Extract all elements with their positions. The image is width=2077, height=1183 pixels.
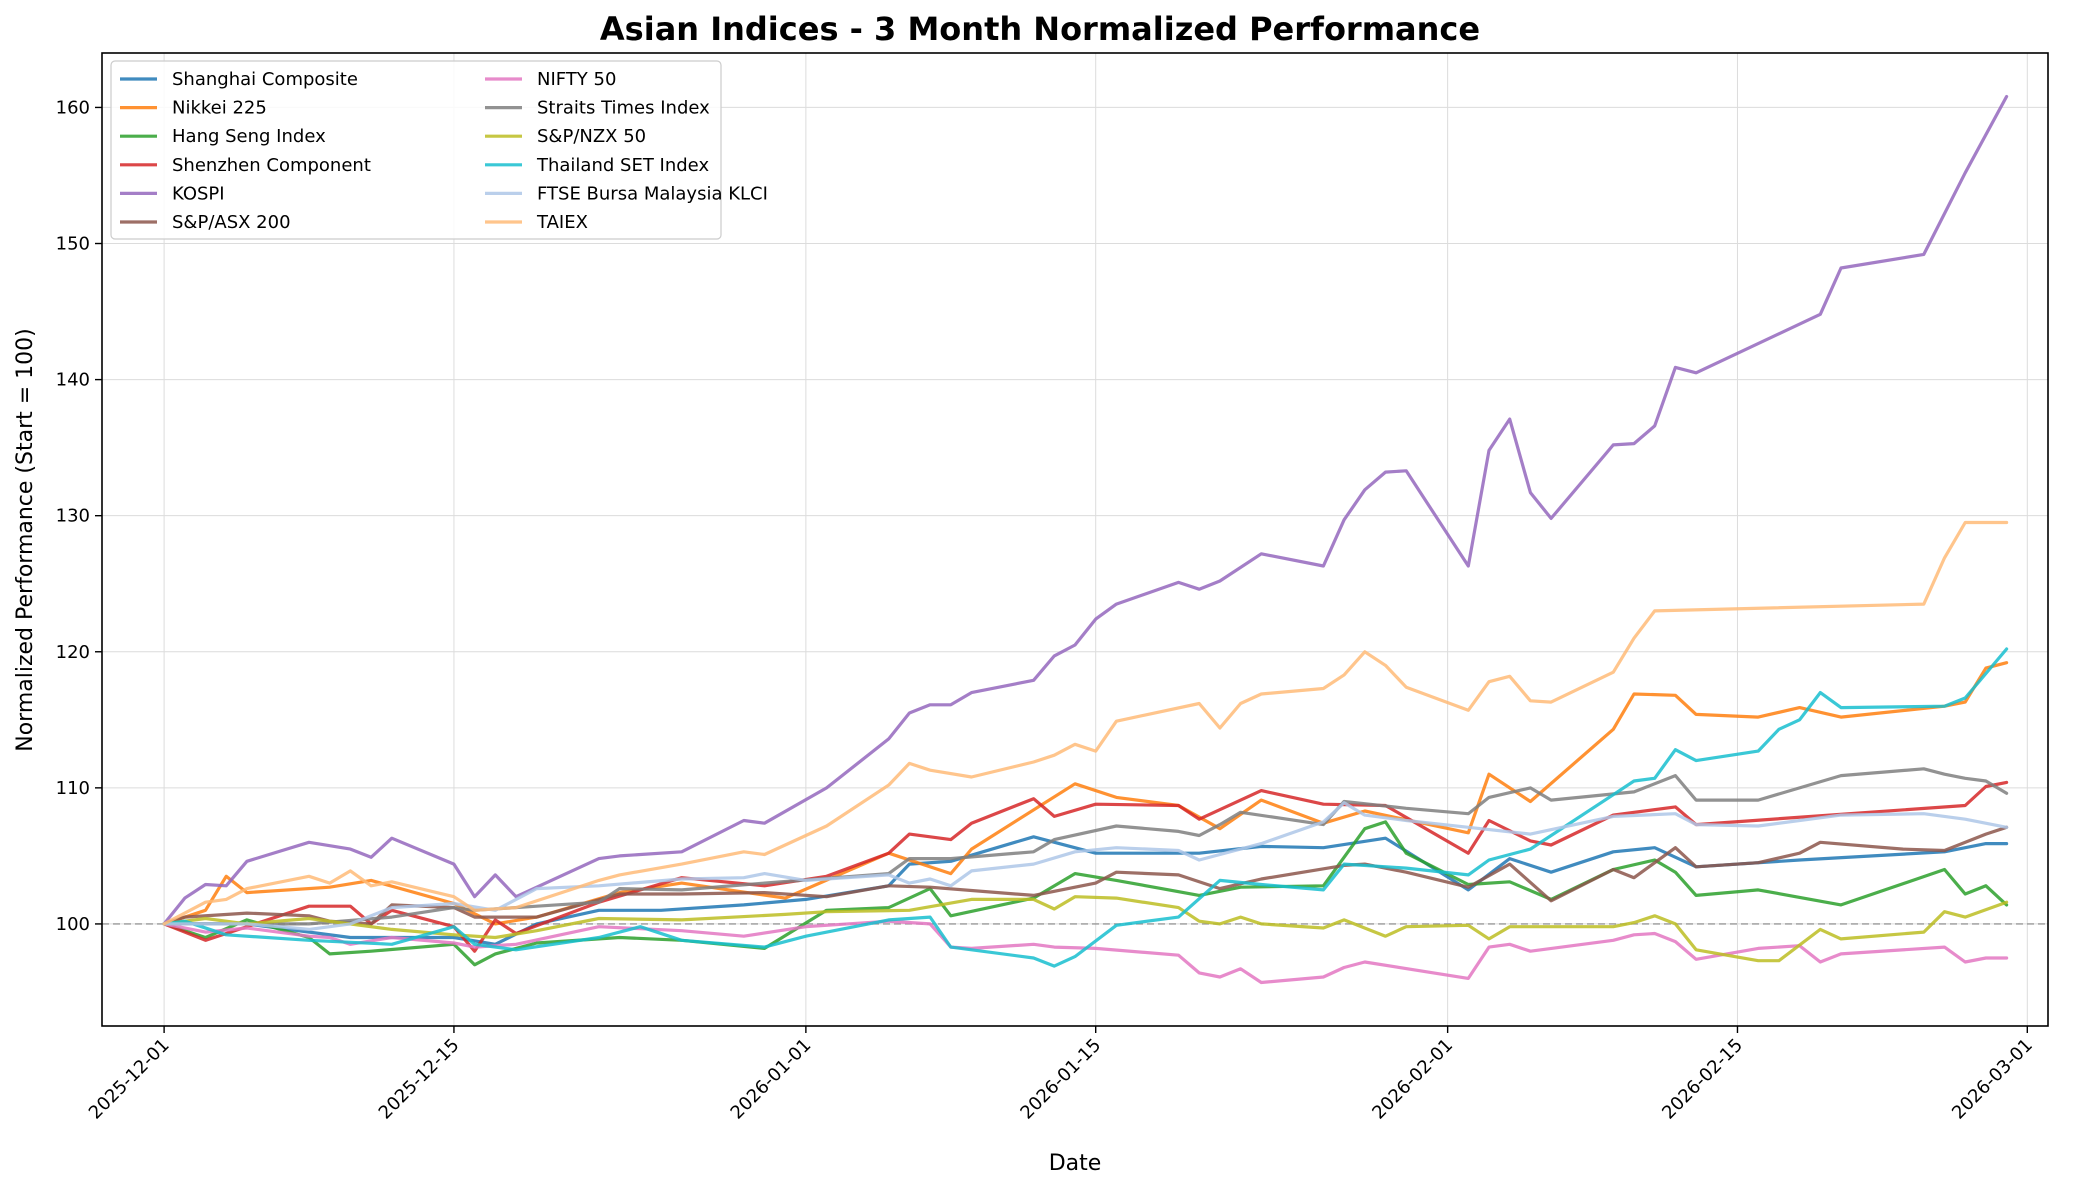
series-line-1 [162, 661, 2009, 926]
y-tick-label: 160 [56, 97, 90, 118]
plot-frame [101, 52, 2049, 1027]
legend-label: TAIEX [536, 212, 588, 233]
series-line-4 [162, 94, 2009, 926]
legend-label: Hang Seng Index [172, 126, 326, 147]
series-line-7 [162, 767, 2009, 926]
series-line-10 [162, 801, 2009, 932]
y-tick-label: 110 [56, 778, 90, 799]
legend-label: Thailand SET Index [536, 155, 709, 176]
series-line-3 [162, 780, 2009, 953]
legend-label: Shenzhen Component [172, 155, 371, 176]
series-lines [162, 94, 2009, 985]
series-line-11 [162, 520, 2009, 926]
legend-box [110, 60, 722, 240]
y-tick-label: 120 [56, 642, 90, 663]
y-axis-title: Normalized Performance (Start = 100) [13, 328, 38, 751]
y-tick-label: 130 [56, 506, 90, 527]
legend-label: KOSPI [172, 183, 225, 204]
y-tick-label: 140 [56, 370, 90, 391]
y-tick-label: 150 [56, 234, 90, 255]
legend-label: S&P/NZX 50 [537, 126, 646, 147]
legend-label: S&P/ASX 200 [172, 212, 291, 233]
legend-label: FTSE Bursa Malaysia KLCI [537, 183, 768, 204]
legend-label: Straits Times Index [537, 98, 710, 119]
legend[interactable]: Shanghai Composite Nikkei 225 Hang Seng In… [110, 60, 768, 240]
legend-label: NIFTY 50 [537, 69, 616, 90]
series-line-9 [162, 647, 2009, 968]
legend-label: Nikkei 225 [172, 98, 267, 119]
series-line-2 [162, 820, 2009, 967]
chart-title: Asian Indices - 3 Month Normalized Perfo… [600, 10, 1480, 48]
series-line-8 [162, 895, 2009, 963]
x-axis-title: Date [1049, 1151, 1102, 1176]
y-axis: 100 110 120 130 140 150 160 [56, 97, 102, 935]
y-tick-label: 100 [56, 914, 90, 935]
legend-label: Shanghai Composite [172, 69, 358, 90]
